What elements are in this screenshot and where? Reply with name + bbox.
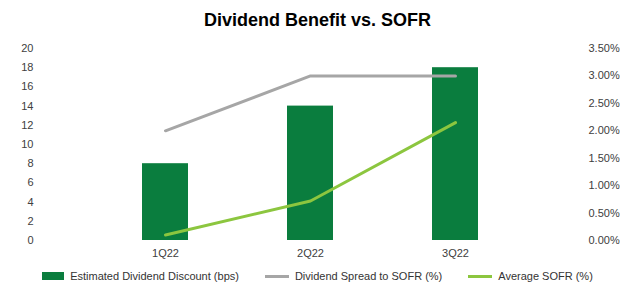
- svg-text:16: 16: [21, 80, 33, 92]
- svg-text:1.00%: 1.00%: [589, 179, 620, 191]
- svg-text:12: 12: [21, 119, 33, 131]
- html-text:Estimated Dividend Discount (b: Estimated Dividend Discount (bps): [70, 270, 239, 282]
- svg-text:6: 6: [27, 176, 33, 188]
- html-text:Dividend Benefit vs. SOFR: Dividend Benefit vs. SOFR: [204, 10, 431, 30]
- svg-text:2.50%: 2.50%: [589, 97, 620, 109]
- svg-text:0.00%: 0.00%: [589, 234, 620, 246]
- svg-text:3Q22: 3Q22: [442, 247, 469, 259]
- svg-text:8: 8: [27, 157, 33, 169]
- svg-text:0: 0: [27, 234, 33, 246]
- svg-text:2.00%: 2.00%: [589, 124, 620, 136]
- html-text:Dividend Spread to SOFR (%): Dividend Spread to SOFR (%): [294, 270, 443, 282]
- svg-text:1.50%: 1.50%: [589, 152, 620, 164]
- svg-text:20: 20: [21, 42, 33, 54]
- svg-text:2Q22: 2Q22: [297, 247, 324, 259]
- svg-text:10: 10: [21, 138, 33, 150]
- svg-text:18: 18: [21, 61, 33, 73]
- svg-text:3.50%: 3.50%: [589, 42, 620, 54]
- svg-text:4: 4: [27, 196, 33, 208]
- svg-text:14: 14: [21, 100, 33, 112]
- html-text:Average SOFR (%): Average SOFR (%): [498, 270, 593, 282]
- svg-text:0.50%: 0.50%: [589, 207, 620, 219]
- svg-text:1Q22: 1Q22: [152, 247, 179, 259]
- svg-text:2: 2: [27, 215, 33, 227]
- svg-text:3.00%: 3.00%: [589, 69, 620, 81]
